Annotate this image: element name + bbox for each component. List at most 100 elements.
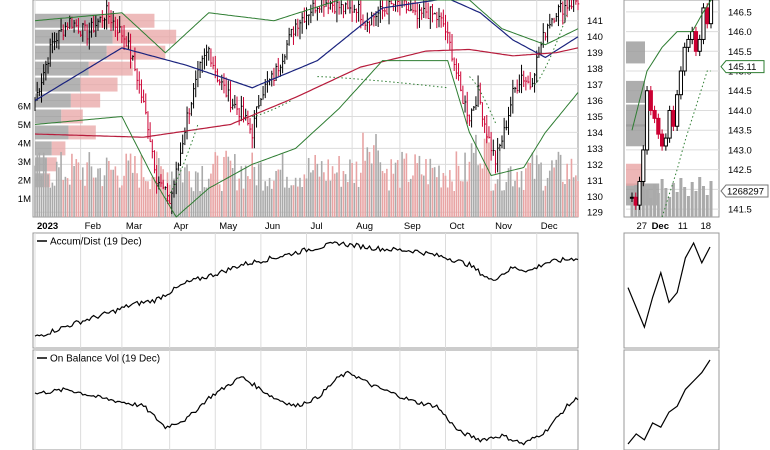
- volume-bar: [62, 179, 65, 217]
- volume-bar: [390, 159, 393, 217]
- volume-bar: [468, 161, 471, 217]
- volume-bar: [496, 179, 499, 217]
- volume-tick-label: 6M: [18, 102, 31, 113]
- volume-bar: [479, 163, 482, 217]
- volume-bar: [351, 163, 353, 217]
- volume-bar: [370, 163, 373, 217]
- volume-bar: [446, 187, 449, 217]
- inset-candle-body: [690, 31, 695, 40]
- price-tick-label: 138: [587, 64, 603, 75]
- volume-bar: [518, 187, 521, 217]
- volume-bar: [488, 142, 490, 217]
- volume-bar: [331, 166, 334, 217]
- inset-volume-bar: [675, 192, 679, 217]
- volume-bar: [270, 188, 273, 217]
- volume-bar: [499, 150, 501, 217]
- volume-bar: [522, 189, 525, 217]
- volume-bar: [288, 187, 290, 217]
- volume-bar: [425, 159, 427, 217]
- volume-bar: [342, 170, 345, 217]
- volume-bar: [462, 181, 464, 217]
- volume-bar: [175, 181, 177, 217]
- inset-candle-body: [693, 31, 699, 52]
- inset-volume-bar: [705, 195, 709, 217]
- indicator-frame: [32, 232, 579, 349]
- inset-candle-body: [705, 7, 710, 25]
- volume-bar: [544, 185, 547, 217]
- inset-candle-body: [629, 196, 635, 199]
- vbp-bar-light: [68, 125, 96, 140]
- volume-bar: [527, 162, 529, 217]
- volume-bar: [153, 177, 156, 217]
- price-tick-label: 140: [587, 32, 603, 43]
- inset-vbp-bar: [626, 124, 645, 147]
- volume-bar: [318, 176, 321, 217]
- inset-overlays: [629, 0, 714, 218]
- inset-volume-bar: [656, 193, 660, 217]
- volume-bar: [147, 181, 149, 217]
- volume-bar: [561, 181, 564, 217]
- inset-date-label: Dec: [652, 221, 669, 232]
- inset-date-label: 27: [637, 221, 648, 232]
- vbp-bar-dark: [35, 77, 81, 92]
- inset-candle-body: [675, 94, 680, 127]
- volume-bar: [403, 158, 406, 217]
- volume-bar: [420, 174, 423, 217]
- volume-bar: [433, 167, 436, 217]
- price-tick-label: 134: [587, 128, 603, 139]
- indicator-title: On Balance Vol (19 Dec): [50, 354, 160, 365]
- volume-bar: [516, 171, 518, 217]
- inset-volume-bar: [679, 178, 683, 217]
- volume-bar: [49, 187, 52, 217]
- inset-tick-label: 144.0: [728, 106, 752, 117]
- volume-bar: [305, 178, 308, 217]
- inset-tick-label: 144.5: [728, 86, 752, 97]
- volume-bar: [45, 158, 47, 217]
- volume-bar: [362, 132, 364, 217]
- volume-bar: [451, 181, 453, 217]
- volume-bar: [440, 187, 442, 217]
- volume-bar: [555, 159, 558, 217]
- volume-bar: [40, 175, 43, 217]
- volume-bar: [301, 187, 303, 217]
- price-tick-label: 137: [587, 80, 603, 91]
- volume-bar: [366, 147, 369, 217]
- volume-y-axis: 1M 2M 3M 4M 5M 6M: [18, 102, 31, 205]
- volume-bar: [292, 185, 295, 217]
- price-tick-label: 131: [587, 176, 603, 187]
- volume-bar: [73, 166, 75, 217]
- volume-bar: [110, 169, 112, 217]
- inset-candle-body: [652, 109, 657, 119]
- month-tick-label: Jun: [265, 221, 280, 232]
- volume-bar: [353, 182, 356, 217]
- parabolic-sar: [317, 76, 448, 89]
- volume-bar: [92, 177, 95, 217]
- inset-candle-body: [659, 133, 665, 147]
- volume-bar: [121, 185, 123, 217]
- price-tick-label: 132: [587, 160, 603, 171]
- volume-bar: [572, 177, 575, 217]
- vbp-bar-light: [61, 109, 83, 124]
- volume-bar: [568, 179, 571, 217]
- inset-candle-body: [697, 38, 702, 52]
- inset-volume-bar: [664, 188, 668, 217]
- volume-bar: [303, 174, 306, 217]
- volume-bar: [238, 178, 240, 217]
- indicator-line: [34, 241, 579, 337]
- volume-bar: [297, 186, 299, 217]
- volume-bar: [279, 169, 282, 217]
- inset-tick-label: 142.5: [728, 165, 752, 176]
- bollinger-upper-line: [34, 0, 579, 54]
- volume-bar: [490, 190, 492, 217]
- vbp-bar-dark: [35, 13, 101, 28]
- volume-bar: [184, 167, 186, 217]
- parabolic-sar: [252, 100, 292, 117]
- month-tick-label: Apr: [174, 221, 189, 232]
- indicator-inset-frame: [623, 349, 720, 450]
- volume-bar: [114, 166, 117, 217]
- volume-bar: [97, 168, 99, 217]
- volume-bar: [405, 153, 408, 217]
- inset-volume-bar: [686, 196, 690, 217]
- inset-volume-bar: [645, 189, 649, 217]
- volume-bar: [38, 152, 41, 217]
